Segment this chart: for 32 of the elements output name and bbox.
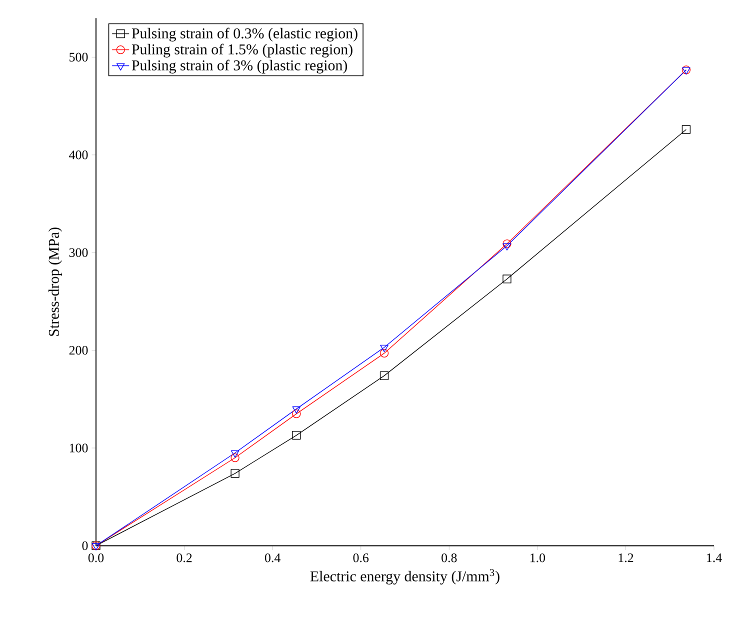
legend-label: Puling strain of 1.5% (plastic region) [132, 44, 352, 58]
x-tick-label: 1.4 [707, 553, 722, 562]
x-tick-label: 0.6 [353, 553, 369, 562]
point [502, 239, 512, 248]
x-tick-label: 1.2 [618, 553, 634, 562]
point [230, 450, 240, 458]
point [230, 453, 240, 462]
y-tick-label: 0 [82, 541, 88, 550]
point [380, 344, 388, 352]
legend-label: Pulsing strain of 3% (plastic region) [132, 60, 348, 74]
y-axis-title: Stress-drop (MPa) [48, 228, 62, 336]
x-tick-label: 0.2 [176, 553, 192, 562]
point [292, 409, 301, 418]
x-tick-label: 0.0 [88, 553, 104, 562]
point [502, 243, 512, 250]
x-tick-label: 1.0 [530, 553, 546, 562]
point [682, 125, 691, 134]
point [292, 430, 301, 440]
y-tick-label: 400 [69, 150, 88, 160]
y-tick-label: 300 [69, 248, 88, 257]
y-tick-label: 200 [69, 346, 88, 355]
x-tick-label: 0.8 [442, 553, 457, 562]
y-tick-label: 100 [70, 444, 88, 452]
point [230, 469, 240, 478]
point [380, 371, 389, 380]
point [292, 406, 301, 414]
legend-label: Pulsing strain of 0.3% (elastic region) [132, 28, 358, 42]
x-axis-title: Electric energy density (J/mm$^{3}$) [310, 569, 500, 584]
x-tick-label: 0.4 [264, 553, 280, 562]
point [380, 348, 389, 358]
y-tick-label: 500 [70, 52, 88, 62]
point [502, 274, 512, 284]
